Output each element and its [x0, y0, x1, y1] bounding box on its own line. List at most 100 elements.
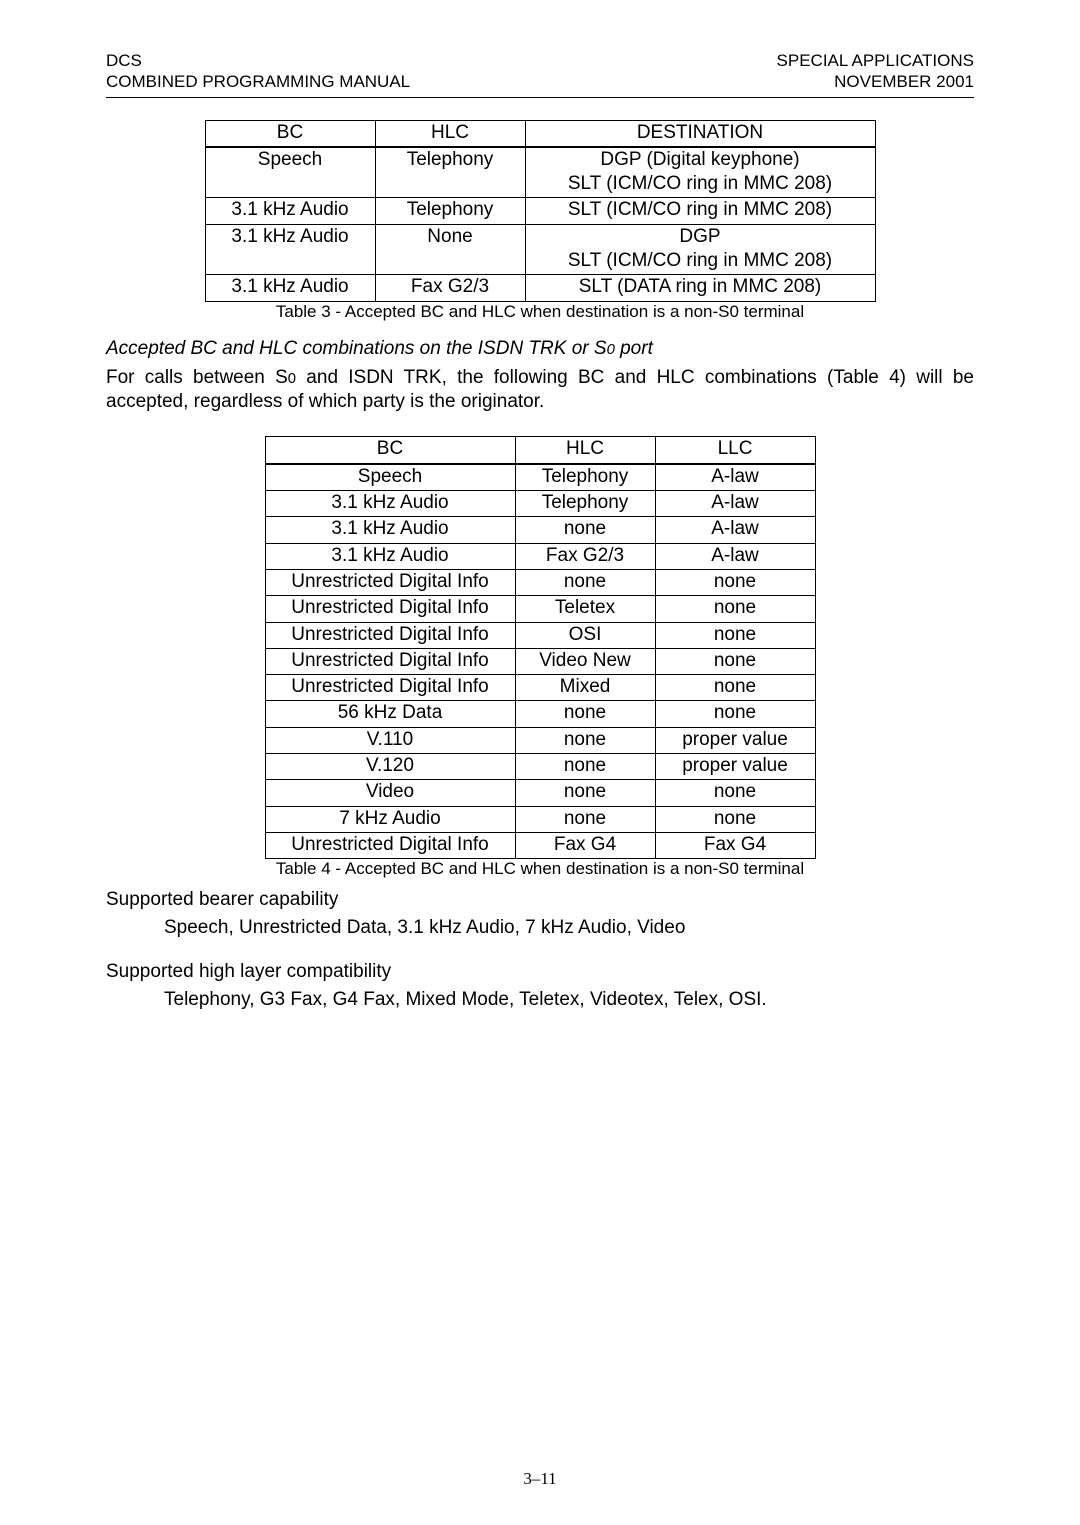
- header-right-line2: NOVEMBER 2001: [777, 71, 974, 92]
- table-4-header: HLC: [515, 437, 655, 464]
- table-row: Unrestricted Digital InfoFax G4Fax G4: [265, 833, 815, 859]
- table-row: Unrestricted Digital InfoMixednone: [265, 675, 815, 701]
- para-pre: For calls between S: [106, 367, 288, 388]
- table-row: Videononenone: [265, 780, 815, 806]
- table-cell: 3.1 kHz Audio: [205, 198, 375, 224]
- table-cell: Fax G2/3: [515, 543, 655, 569]
- table-cell: 3.1 kHz Audio: [265, 543, 515, 569]
- table-cell: Fax G4: [515, 833, 655, 859]
- table-cell: Unrestricted Digital Info: [265, 675, 515, 701]
- table-row: 3.1 kHz AudioNoneDGPSLT (ICM/CO ring in …: [205, 224, 875, 275]
- table-cell: Telephony: [515, 490, 655, 516]
- table-cell: none: [655, 806, 815, 832]
- table-3-header: BC: [205, 120, 375, 147]
- table-row: Unrestricted Digital InfoVideo Newnone: [265, 648, 815, 674]
- table-row: 3.1 kHz AudiononeA-law: [265, 517, 815, 543]
- table-cell: none: [515, 727, 655, 753]
- table-cell: Unrestricted Digital Info: [265, 648, 515, 674]
- table-cell: OSI: [515, 622, 655, 648]
- table-cell: Fax G2/3: [375, 275, 525, 301]
- table-row: SpeechTelephonyDGP (Digital keyphone)SLT…: [205, 147, 875, 198]
- table-cell: 7 kHz Audio: [265, 806, 515, 832]
- table-cell: DGPSLT (ICM/CO ring in MMC 208): [525, 224, 875, 275]
- table-row: Unrestricted Digital InfoTeletexnone: [265, 596, 815, 622]
- table-cell: None: [375, 224, 525, 275]
- table-cell: DGP (Digital keyphone)SLT (ICM/CO ring i…: [525, 147, 875, 198]
- table-3-header: DESTINATION: [525, 120, 875, 147]
- table-cell: none: [515, 754, 655, 780]
- table-4: BCHLCLLCSpeechTelephonyA-law3.1 kHz Audi…: [265, 436, 816, 859]
- header-left-line1: DCS: [106, 50, 410, 71]
- heading-small-zero: 0: [607, 342, 615, 358]
- table-cell: none: [655, 596, 815, 622]
- table-cell: V.110: [265, 727, 515, 753]
- section-paragraph: For calls between S0 and ISDN TRK, the f…: [106, 366, 974, 415]
- table-cell: Telephony: [515, 464, 655, 491]
- table-cell: A-law: [655, 517, 815, 543]
- doc-header-right: SPECIAL APPLICATIONS NOVEMBER 2001: [777, 50, 974, 93]
- table-cell: proper value: [655, 727, 815, 753]
- table-cell: V.120: [265, 754, 515, 780]
- table-cell: Unrestricted Digital Info: [265, 569, 515, 595]
- table-row: 56 kHz Datanonenone: [265, 701, 815, 727]
- table-cell: Speech: [265, 464, 515, 491]
- table-4-header: LLC: [655, 437, 815, 464]
- table-row: SpeechTelephonyA-law: [265, 464, 815, 491]
- table-cell: Speech: [205, 147, 375, 198]
- table-cell: none: [515, 569, 655, 595]
- table-cell: 3.1 kHz Audio: [205, 275, 375, 301]
- table-cell: none: [655, 648, 815, 674]
- table-row: 7 kHz Audiononenone: [265, 806, 815, 832]
- table-cell: Video: [265, 780, 515, 806]
- table-cell: Telephony: [375, 198, 525, 224]
- table-row: 3.1 kHz AudioTelephonyA-law: [265, 490, 815, 516]
- header-right-line1: SPECIAL APPLICATIONS: [777, 50, 974, 71]
- table-cell: Unrestricted Digital Info: [265, 833, 515, 859]
- table-row: 3.1 kHz AudioFax G2/3SLT (DATA ring in M…: [205, 275, 875, 301]
- table-cell: none: [655, 701, 815, 727]
- hlc-heading: Supported high layer compatibility: [106, 961, 974, 983]
- doc-header: DCS COMBINED PROGRAMMING MANUAL SPECIAL …: [106, 50, 974, 93]
- heading-text-post: port: [615, 338, 653, 359]
- page-number: 3–11: [0, 1469, 1080, 1489]
- table-row: Unrestricted Digital InfoOSInone: [265, 622, 815, 648]
- table-cell: 56 kHz Data: [265, 701, 515, 727]
- table-cell: none: [515, 701, 655, 727]
- table-4-caption: Table 4 - Accepted BC and HLC when desti…: [106, 859, 974, 879]
- table-cell: none: [655, 622, 815, 648]
- hlc-line: Telephony, G3 Fax, G4 Fax, Mixed Mode, T…: [164, 989, 974, 1011]
- table-cell: Unrestricted Digital Info: [265, 622, 515, 648]
- table-row: 3.1 kHz AudioTelephonySLT (ICM/CO ring i…: [205, 198, 875, 224]
- table-cell: Unrestricted Digital Info: [265, 596, 515, 622]
- table-row: 3.1 kHz AudioFax G2/3A-law: [265, 543, 815, 569]
- table-cell: A-law: [655, 543, 815, 569]
- table-cell: none: [655, 675, 815, 701]
- doc-header-left: DCS COMBINED PROGRAMMING MANUAL: [106, 50, 410, 93]
- table-cell: A-law: [655, 464, 815, 491]
- table-cell: A-law: [655, 490, 815, 516]
- table-3-caption: Table 3 - Accepted BC and HLC when desti…: [106, 302, 974, 322]
- table-row: V.120noneproper value: [265, 754, 815, 780]
- table-row: V.110noneproper value: [265, 727, 815, 753]
- table-cell: Fax G4: [655, 833, 815, 859]
- table-cell: none: [655, 780, 815, 806]
- table-cell: Telephony: [375, 147, 525, 198]
- table-cell: SLT (ICM/CO ring in MMC 208): [525, 198, 875, 224]
- table-cell: Teletex: [515, 596, 655, 622]
- table-cell: none: [515, 780, 655, 806]
- table-cell: 3.1 kHz Audio: [265, 517, 515, 543]
- table-3-header: HLC: [375, 120, 525, 147]
- table-cell: Mixed: [515, 675, 655, 701]
- table-cell: SLT (DATA ring in MMC 208): [525, 275, 875, 301]
- bearer-line: Speech, Unrestricted Data, 3.1 kHz Audio…: [164, 917, 974, 939]
- table-cell: none: [655, 569, 815, 595]
- header-left-line2: COMBINED PROGRAMMING MANUAL: [106, 71, 410, 92]
- table-3: BCHLCDESTINATIONSpeechTelephonyDGP (Digi…: [205, 120, 876, 302]
- bearer-heading: Supported bearer capability: [106, 889, 974, 911]
- table-cell: proper value: [655, 754, 815, 780]
- table-row: Unrestricted Digital Infononenone: [265, 569, 815, 595]
- table-cell: Video New: [515, 648, 655, 674]
- table-cell: 3.1 kHz Audio: [265, 490, 515, 516]
- para-small-zero: 0: [288, 371, 296, 387]
- table-cell: none: [515, 806, 655, 832]
